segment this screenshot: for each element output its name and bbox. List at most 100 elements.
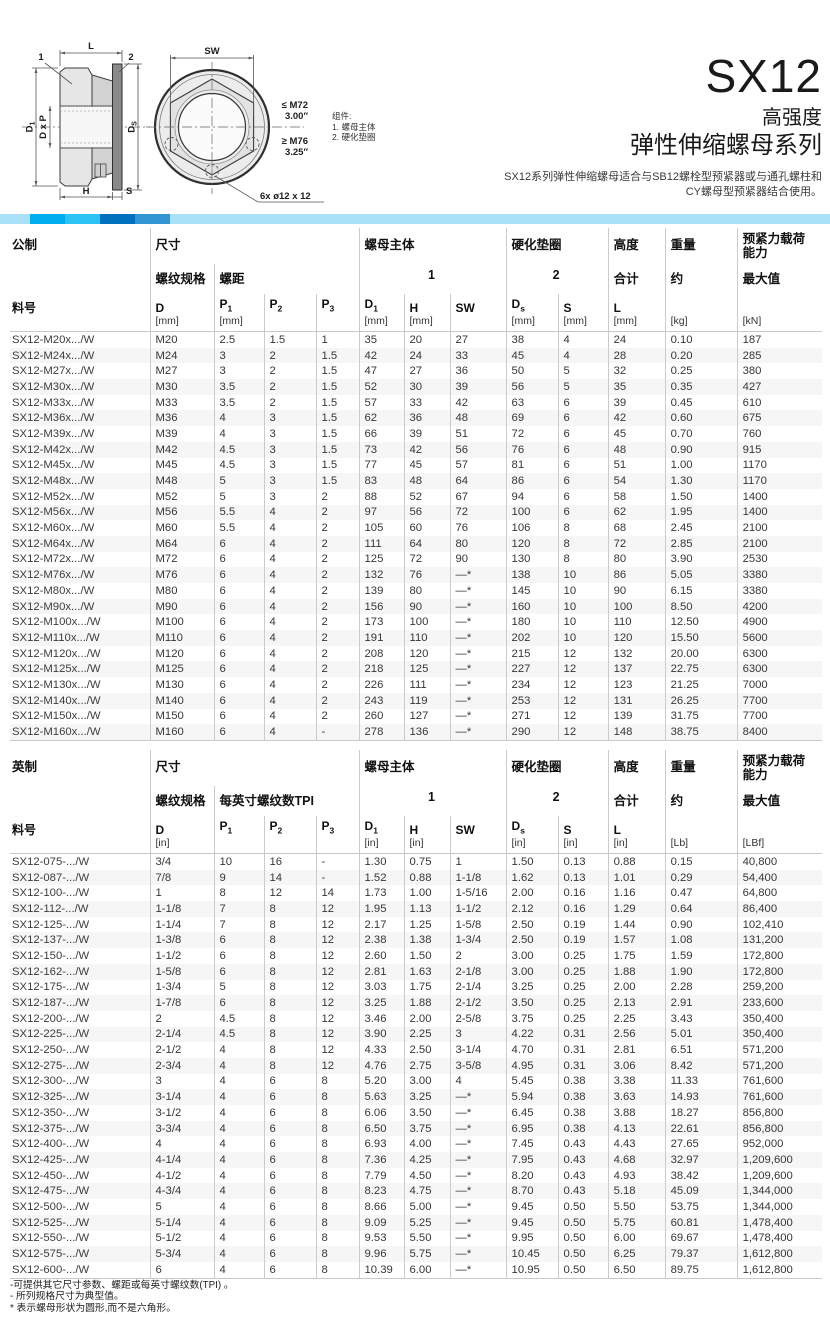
cell: 6.00 (403, 1261, 451, 1279)
cell: 6 (213, 948, 264, 964)
cell: 56 (449, 441, 507, 458)
cell: 0.25 (557, 995, 609, 1011)
cell: M42 (149, 441, 214, 458)
cell: 6 (557, 441, 609, 458)
cell: SX12-M20x.../W (12, 333, 95, 346)
cell: 1170 (736, 473, 823, 489)
cell: 86,400 (736, 901, 823, 917)
cell: 1.5 (263, 331, 316, 348)
cell: 80 (403, 583, 451, 599)
cell: 1 (315, 331, 360, 348)
cell: 139 (358, 583, 405, 599)
cell: SX12-M72x.../W (12, 553, 95, 566)
cell: 172,800 (736, 948, 823, 964)
cell: 36 (403, 410, 451, 427)
table-row: SX12-300-.../W 3 4 6 8 5.20 3.00 4 5.45 0.38 3.38 1… (10, 1073, 823, 1090)
cell: SX12-M80x.../W (12, 584, 95, 597)
cell: M30 (149, 379, 214, 395)
cell: 28 (607, 347, 666, 364)
cell: 2 (149, 1010, 214, 1027)
cell: 4 (449, 1073, 507, 1090)
cell: 0.19 (557, 932, 609, 949)
cell: SX12-100-.../W (12, 887, 90, 900)
technical-drawing: L 1 2 D1 D x P DS H S (22, 41, 324, 203)
cell: 0.31 (557, 1057, 609, 1074)
cell: 3.50 (505, 995, 559, 1011)
cell: 5-1/2 (149, 1230, 214, 1247)
cell: 2.28 (664, 979, 738, 996)
cell: 72 (505, 426, 559, 442)
cell: SX12-M90x.../W (12, 600, 95, 613)
cell: 2 (263, 379, 316, 395)
cell: 6 (263, 1261, 316, 1279)
table-row: SX12-M30x.../W M30 3.5 2 1.5 52 30 39 56 5 35 0.35 4… (10, 379, 823, 395)
cell: SX12-M42x.../W (12, 443, 95, 456)
cell: 278 (358, 724, 405, 741)
cell: 760 (736, 426, 823, 442)
cell: 125 (403, 661, 451, 678)
cell: 2.60 (358, 948, 405, 964)
cell: 8 (315, 1136, 360, 1153)
cell: 39 (403, 426, 451, 442)
cell: 8 (557, 551, 609, 568)
cell: 2.5 (213, 331, 264, 348)
cell: 32 (607, 363, 666, 380)
cell: 1,209,600 (736, 1167, 823, 1184)
cell: 12 (557, 661, 609, 678)
cell: 6 (213, 630, 264, 646)
cell: 1-1/4 (149, 916, 214, 933)
cell: 856,800 (736, 1120, 823, 1137)
cell: 3.00 (505, 948, 559, 964)
header-cell: [kN] (736, 294, 823, 332)
header-cell: 重量 (664, 750, 738, 786)
table-row: SX12-100-.../W 1 8 12 14 1.73 1.00 1-5/16 2.00 0.… (10, 885, 823, 902)
cell: 7 (213, 916, 264, 933)
metric-table: 公制 尺寸 螺母主体 硬化垫圈 高度 重量 预紧力载荷能力 螺纹规格 螺距 1 2 合计约最大值 料号 … (10, 228, 823, 741)
cell: SX12-075-.../W (12, 855, 90, 868)
cell: 86 (505, 473, 559, 489)
cell: 8 (213, 885, 264, 902)
cell: SX12-125-.../W (12, 918, 90, 931)
cell: 77 (358, 457, 405, 474)
header-row: 料号 D [mm] P1 [mm] P2 P3 D1 [mm] H [mm] SW Ds [mm]… (10, 294, 823, 332)
cell: M27 (149, 363, 214, 380)
cell: 6 (263, 1089, 316, 1105)
cell: SX12-187-.../W (12, 997, 90, 1010)
cell: 3 (263, 473, 316, 489)
cell: 3 (213, 347, 264, 364)
cell: 42 (358, 347, 405, 364)
cell: 5 (557, 363, 609, 380)
cell: 57 (358, 394, 405, 411)
cell: 4.25 (403, 1152, 451, 1168)
cell: 0.13 (557, 869, 609, 886)
cell: 64 (449, 473, 507, 489)
cell: 1,612,800 (736, 1246, 823, 1262)
cell: 2.25 (403, 1026, 451, 1043)
cell: 6 (213, 567, 264, 583)
cell: 226 (358, 677, 405, 693)
cell: 1,344,000 (736, 1183, 823, 1200)
cell: 2.91 (664, 995, 738, 1011)
cell: 4 (263, 677, 316, 693)
header-cell: 尺寸 (149, 228, 360, 264)
imperial-table: 英制 尺寸 螺母主体 硬化垫圈 高度 重量 预紧力载荷能力 螺纹规格 每英寸螺纹数TPI 1 2 合计… (10, 750, 823, 1279)
header-cell: 合计 (607, 264, 666, 294)
table-row: SX12-M27x.../W M27 3 2 1.5 47 27 36 50 5 32 0.25 380 (10, 363, 823, 380)
cell: 12 (315, 948, 360, 964)
cell: SX12-275-.../W (12, 1059, 90, 1072)
cell: 1.13 (403, 901, 451, 917)
cell: SX12-300-.../W (12, 1075, 90, 1088)
table-row: SX12-500-.../W 5 4 6 8 8.66 5.00 —* 9.45 0.50 5.50… (10, 1199, 823, 1215)
cell: 1,478,400 (736, 1230, 823, 1247)
cell: 259,200 (736, 979, 823, 996)
cell: 67 (449, 488, 507, 505)
cell: 73 (358, 441, 405, 458)
header-cell: 英制 (12, 760, 38, 774)
range-small-label: ≤ M72 (282, 100, 308, 111)
header-cell (10, 264, 150, 294)
cell: 4 (213, 1120, 264, 1137)
cell: 4 (557, 331, 609, 348)
cell: 3 (263, 410, 316, 427)
cell: 38.75 (664, 724, 738, 741)
cell: 2 (315, 661, 360, 678)
